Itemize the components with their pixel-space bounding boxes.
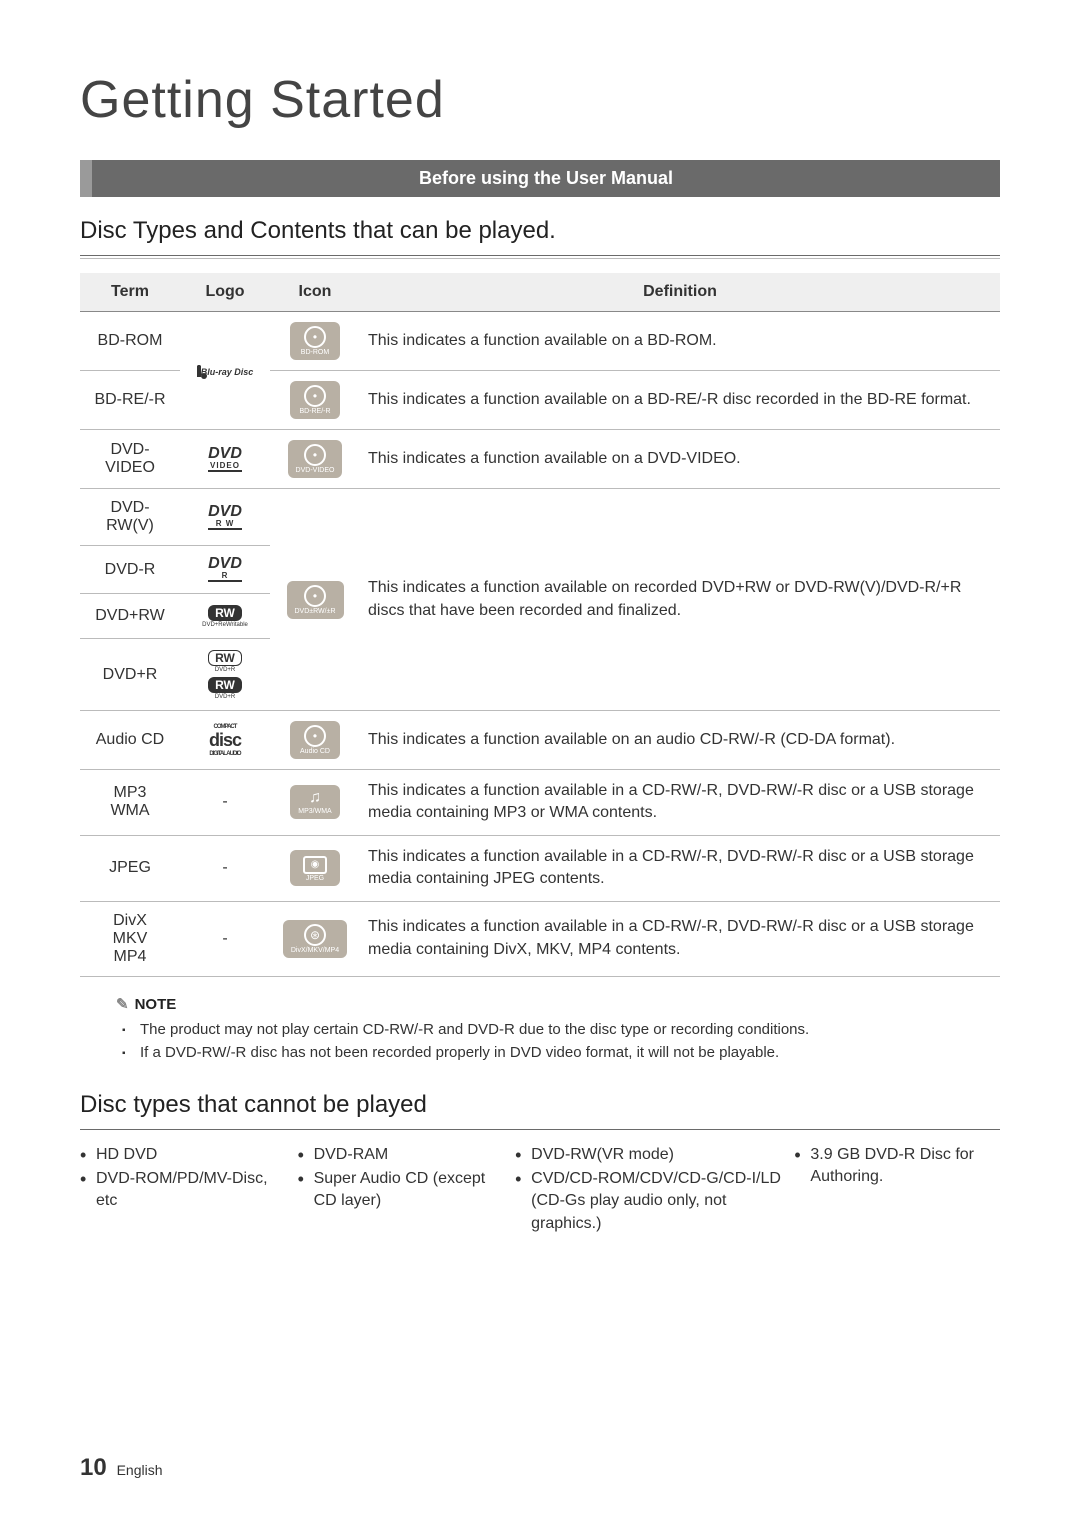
disc-icon: •DVD±RW/±R: [287, 581, 344, 619]
note-heading: NOTE: [116, 995, 1000, 1013]
icon-cell: ♫MP3/WMA: [270, 770, 360, 836]
term-cell: DVD+RW: [80, 594, 180, 639]
page-footer: 10 English: [80, 1454, 163, 1482]
logo-subtext: DVD+R: [188, 694, 262, 700]
definition-cell: This indicates a function available on a…: [360, 371, 1000, 430]
notes-list: The product may not play certain CD-RW/-…: [140, 1021, 1000, 1061]
divider: [80, 1129, 1000, 1130]
music-note-icon: ♫MP3/WMA: [290, 785, 340, 819]
definition-cell: This indicates a function available in a…: [360, 901, 1000, 976]
term-cell: DVD-RW(V): [80, 489, 180, 546]
logo-cell: RW DVD+R RW DVD+R: [180, 639, 270, 711]
cannot-item: DVD-RAM: [298, 1144, 504, 1166]
table-row: JPEG - ◉JPEG This indicates a function a…: [80, 835, 1000, 901]
video-icon: ⊛DivX/MKV/MP4: [283, 920, 347, 958]
logo-cell: DVD VIDEO: [180, 430, 270, 489]
cannot-item: 3.9 GB DVD-R Disc for Authoring.: [794, 1144, 1000, 1189]
disc-icon: •BD-ROM: [290, 322, 340, 360]
cannot-item: Super Audio CD (except CD layer): [298, 1168, 504, 1213]
cannot-item: DVD-ROM/PD/MV-Disc, etc: [80, 1168, 286, 1213]
bluray-logo-icon: Blu-ray Disc: [197, 367, 254, 377]
term-cell: BD-ROM: [80, 312, 180, 371]
note-item: If a DVD-RW/-R disc has not been recorde…: [140, 1044, 1000, 1061]
disc-types-table: Term Logo Icon Definition BD-ROM Blu-ray…: [80, 273, 1000, 977]
cannot-item: HD DVD: [80, 1144, 286, 1166]
definition-cell: This indicates a function available on r…: [360, 489, 1000, 711]
logo-cell: RW DVD+ReWritable: [180, 594, 270, 639]
th-term: Term: [80, 273, 180, 312]
table-row: DVD-VIDEO DVD VIDEO •DVD-VIDEO This indi…: [80, 430, 1000, 489]
image-icon: ◉JPEG: [290, 850, 340, 886]
icon-cell: •Audio CD: [270, 711, 360, 770]
table-row: DivX MKV MP4 - ⊛DivX/MKV/MP4 This indica…: [80, 901, 1000, 976]
table-row: BD-ROM Blu-ray Disc •BD-ROM This indicat…: [80, 312, 1000, 371]
logo-cell: -: [180, 770, 270, 836]
cannot-play-columns: HD DVD DVD-ROM/PD/MV-Disc, etc DVD-RAM S…: [80, 1144, 1000, 1238]
table-header-row: Term Logo Icon Definition: [80, 273, 1000, 312]
icon-cell: •DVD-VIDEO: [270, 430, 360, 489]
term-cell: JPEG: [80, 835, 180, 901]
icon-cell: ◉JPEG: [270, 835, 360, 901]
subheading-playable: Disc Types and Contents that can be play…: [80, 217, 1000, 245]
divider: [80, 255, 1000, 259]
logo-cell: -: [180, 901, 270, 976]
term-cell: DVD+R: [80, 639, 180, 711]
th-logo: Logo: [180, 273, 270, 312]
subheading-cannot: Disc types that cannot be played: [80, 1091, 1000, 1119]
term-cell: MP3WMA: [80, 770, 180, 836]
th-icon: Icon: [270, 273, 360, 312]
table-row: Audio CD COMPACT disc DIGITAL AUDIO •Aud…: [80, 711, 1000, 770]
term-cell: DivX MKV MP4: [80, 901, 180, 976]
rw-logo-icon: RW: [208, 677, 242, 693]
disc-icon: •Audio CD: [290, 721, 340, 759]
icon-cell: •BD-RE/-R: [270, 371, 360, 430]
page-number: 10: [80, 1454, 107, 1481]
cannot-col: 3.9 GB DVD-R Disc for Authoring.: [794, 1144, 1000, 1238]
disc-icon: •BD-RE/-R: [290, 381, 340, 419]
cannot-item: CVD/CD-ROM/CDV/CD-G/CD-I/LD (CD-Gs play …: [515, 1168, 782, 1235]
dvd-logo-icon: DVD VIDEO: [208, 446, 242, 472]
term-cell: DVD-R: [80, 546, 180, 594]
compact-disc-logo-icon: COMPACT disc DIGITAL AUDIO: [188, 724, 262, 757]
definition-cell: This indicates a function available in a…: [360, 770, 1000, 836]
dvd-logo-icon: DVD R: [208, 556, 242, 582]
th-definition: Definition: [360, 273, 1000, 312]
table-row: MP3WMA - ♫MP3/WMA This indicates a funct…: [80, 770, 1000, 836]
icon-cell: •BD-ROM: [270, 312, 360, 371]
logo-cell: -: [180, 835, 270, 901]
cannot-col: DVD-RAM Super Audio CD (except CD layer): [298, 1144, 504, 1238]
definition-cell: This indicates a function available on a…: [360, 711, 1000, 770]
term-cell: BD-RE/-R: [80, 371, 180, 430]
dvd-logo-icon: DVD R W: [208, 504, 242, 530]
icon-cell: •DVD±RW/±R: [270, 489, 360, 711]
rw-logo-icon: RW: [208, 650, 242, 666]
cannot-col: DVD-RW(VR mode) CVD/CD-ROM/CDV/CD-G/CD-I…: [515, 1144, 782, 1238]
logo-cell: DVD R: [180, 546, 270, 594]
note-item: The product may not play certain CD-RW/-…: [140, 1021, 1000, 1038]
logo-cell: Blu-ray Disc: [180, 312, 270, 430]
section-banner: Before using the User Manual: [80, 160, 1000, 197]
page-title: Getting Started: [80, 70, 1000, 130]
cannot-col: HD DVD DVD-ROM/PD/MV-Disc, etc: [80, 1144, 286, 1238]
logo-subtext: DVD+R: [188, 667, 262, 673]
definition-cell: This indicates a function available in a…: [360, 835, 1000, 901]
table-row: DVD-RW(V) DVD R W •DVD±RW/±R This indica…: [80, 489, 1000, 546]
definition-cell: This indicates a function available on a…: [360, 312, 1000, 371]
rw-logo-icon: RW: [208, 605, 242, 621]
icon-cell: ⊛DivX/MKV/MP4: [270, 901, 360, 976]
logo-subtext: DVD+ReWritable: [188, 622, 262, 628]
term-cell: DVD-VIDEO: [80, 430, 180, 489]
term-cell: Audio CD: [80, 711, 180, 770]
cannot-item: DVD-RW(VR mode): [515, 1144, 782, 1166]
definition-cell: This indicates a function available on a…: [360, 430, 1000, 489]
logo-cell: COMPACT disc DIGITAL AUDIO: [180, 711, 270, 770]
page-language: English: [117, 1462, 163, 1478]
logo-cell: DVD R W: [180, 489, 270, 546]
disc-icon: •DVD-VIDEO: [288, 440, 343, 478]
